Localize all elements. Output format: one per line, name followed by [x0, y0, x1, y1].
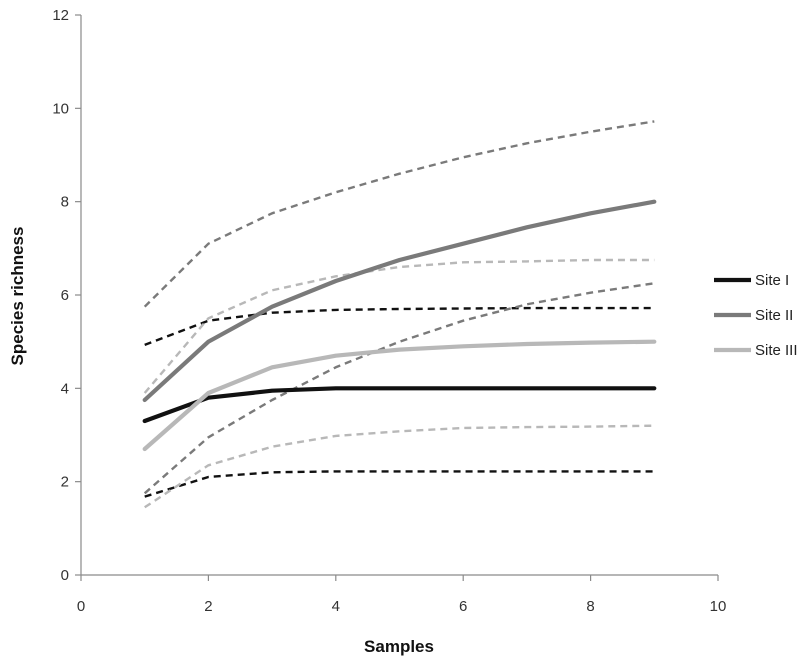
x-axis-title: Samples	[364, 637, 434, 656]
x-tick-label: 8	[586, 598, 594, 615]
legend-label: Site I	[755, 272, 789, 289]
series-layer	[142, 120, 657, 509]
y-tick-label: 4	[61, 380, 69, 397]
y-tick-label: 0	[61, 567, 69, 584]
x-tick-label: 6	[459, 598, 467, 615]
series-line-site-ii	[142, 199, 657, 403]
x-tick-label: 2	[204, 598, 212, 615]
legend-label: Site III	[755, 342, 798, 359]
confidence-bound-line	[144, 424, 655, 509]
legend-label: Site II	[755, 307, 793, 324]
legend: Site I Site II Site III	[714, 272, 798, 359]
confidence-bound-line	[143, 258, 655, 394]
confidence-bound-line	[144, 306, 655, 347]
confidence-bound-line	[144, 470, 655, 498]
x-tick-label: 4	[332, 598, 340, 615]
confidence-bound-line	[143, 120, 655, 308]
y-axis-title: Species richness	[8, 227, 27, 366]
axes: 0 2 4 6 8 10 12 0 2 4 6 8 10	[52, 7, 726, 615]
y-tick-label: 2	[61, 474, 69, 491]
y-tick-label: 12	[52, 7, 69, 24]
series-line-site-i	[142, 386, 657, 424]
y-tick-label: 10	[52, 100, 69, 117]
y-tick-label: 6	[61, 287, 69, 304]
confidence-bound-line	[143, 282, 655, 495]
y-tick-label: 8	[61, 194, 69, 211]
series-line-site-iii	[142, 339, 657, 452]
x-tick-label: 10	[710, 598, 727, 615]
x-tick-label: 0	[77, 598, 85, 615]
